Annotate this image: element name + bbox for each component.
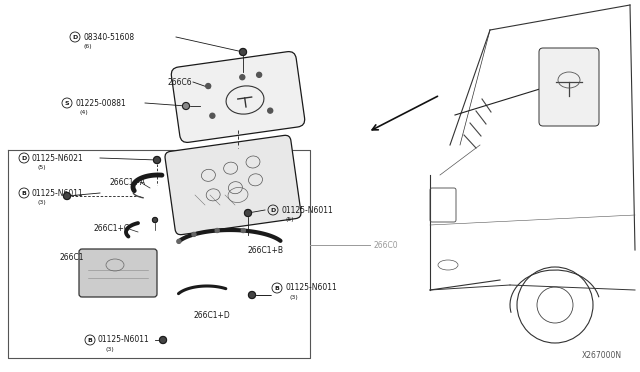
Text: (3): (3) xyxy=(105,346,114,352)
Text: B: B xyxy=(22,190,26,196)
Circle shape xyxy=(215,228,219,232)
Text: 01125-N6011: 01125-N6011 xyxy=(32,189,84,198)
Text: 266C1+A: 266C1+A xyxy=(110,177,146,186)
Text: D: D xyxy=(72,35,77,39)
Circle shape xyxy=(159,337,166,343)
Text: 01125-N6021: 01125-N6021 xyxy=(32,154,84,163)
Text: (5): (5) xyxy=(285,217,294,221)
Text: 266C6: 266C6 xyxy=(168,77,193,87)
Text: D: D xyxy=(21,155,27,160)
Text: (3): (3) xyxy=(38,199,47,205)
Text: (4): (4) xyxy=(80,109,89,115)
FancyBboxPatch shape xyxy=(539,48,599,126)
Circle shape xyxy=(177,239,181,243)
Text: 01125-N6011: 01125-N6011 xyxy=(281,205,333,215)
Circle shape xyxy=(210,113,215,118)
Circle shape xyxy=(239,48,246,55)
Text: D: D xyxy=(270,208,276,212)
Text: (5): (5) xyxy=(38,164,47,170)
Text: X267000N: X267000N xyxy=(582,351,622,360)
Text: 266C1+D: 266C1+D xyxy=(193,311,230,320)
Text: (3): (3) xyxy=(290,295,299,299)
Circle shape xyxy=(257,72,262,77)
FancyBboxPatch shape xyxy=(172,52,305,142)
Text: B: B xyxy=(88,337,92,343)
Text: (6): (6) xyxy=(83,44,92,48)
Circle shape xyxy=(240,75,244,80)
Text: 01225-00881: 01225-00881 xyxy=(75,99,125,108)
FancyBboxPatch shape xyxy=(165,135,301,235)
Circle shape xyxy=(241,228,245,232)
Text: 01125-N6011: 01125-N6011 xyxy=(98,336,150,344)
Text: 08340-51608: 08340-51608 xyxy=(83,32,134,42)
Circle shape xyxy=(63,192,70,199)
Circle shape xyxy=(248,292,255,298)
Circle shape xyxy=(244,209,252,217)
Circle shape xyxy=(152,218,157,222)
Circle shape xyxy=(268,108,273,113)
FancyBboxPatch shape xyxy=(79,249,157,297)
Text: B: B xyxy=(275,285,280,291)
Text: 266C1+B: 266C1+B xyxy=(248,246,284,254)
Circle shape xyxy=(205,84,211,89)
Circle shape xyxy=(154,157,161,164)
Circle shape xyxy=(182,103,189,109)
Text: S: S xyxy=(65,100,69,106)
Text: 266C1: 266C1 xyxy=(60,253,84,263)
Circle shape xyxy=(192,232,196,236)
Text: 01125-N6011: 01125-N6011 xyxy=(285,283,337,292)
Text: 266C1+C: 266C1+C xyxy=(94,224,130,232)
Text: 266C0: 266C0 xyxy=(373,241,397,250)
